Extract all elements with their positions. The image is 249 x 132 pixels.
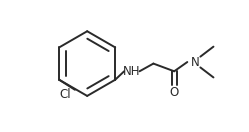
Text: NH: NH [123,65,141,78]
Text: N: N [191,56,199,69]
Text: O: O [170,86,179,99]
Text: Cl: Cl [60,88,71,101]
